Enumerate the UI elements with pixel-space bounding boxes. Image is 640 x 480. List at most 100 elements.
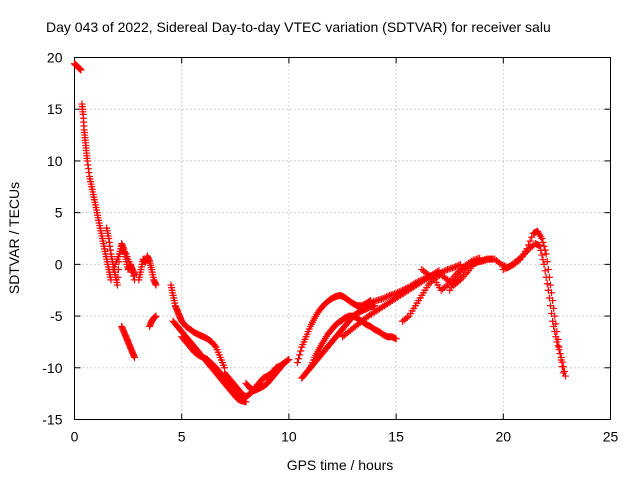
- data-point: [542, 273, 550, 281]
- data-point: [114, 273, 122, 281]
- data-point: [403, 313, 411, 321]
- data-point: [517, 253, 525, 261]
- series-arc-12: [242, 359, 289, 395]
- data-point: [392, 289, 400, 297]
- data-point: [528, 233, 536, 241]
- data-point: [429, 275, 437, 283]
- x-tick-label: 20: [496, 429, 512, 445]
- data-point: [211, 342, 219, 350]
- data-point: [546, 281, 554, 289]
- data-point: [543, 280, 551, 288]
- data-point: [394, 289, 402, 297]
- data-point: [382, 293, 390, 301]
- data-point: [539, 238, 547, 246]
- data-point: [541, 267, 549, 275]
- data-point: [536, 242, 544, 250]
- y-tick-label: 10: [47, 153, 63, 169]
- data-point: [379, 294, 387, 302]
- data-point: [546, 302, 554, 310]
- x-tick-label: 10: [281, 429, 297, 445]
- x-tick-label: 0: [71, 429, 79, 445]
- data-point: [400, 285, 408, 293]
- data-point: [419, 275, 427, 283]
- data-point: [442, 282, 450, 290]
- data-point: [293, 359, 301, 367]
- series-arc-8: [167, 281, 229, 372]
- series-arc-21: [499, 240, 569, 380]
- data-point: [126, 260, 134, 268]
- series-arc-20: [446, 227, 567, 377]
- data-point: [557, 353, 565, 361]
- data-point: [77, 66, 85, 74]
- data-point: [413, 278, 421, 286]
- data-point: [415, 277, 423, 285]
- data-point: [131, 353, 139, 361]
- y-tick-label: 15: [47, 101, 63, 117]
- data-point: [497, 260, 505, 268]
- data-point: [297, 347, 305, 355]
- y-tick-label: -10: [42, 360, 62, 376]
- data-point: [152, 312, 160, 320]
- data-point: [280, 360, 288, 368]
- data-point: [365, 299, 373, 307]
- grid-lines: [74, 57, 611, 420]
- x-tick-label: 15: [388, 429, 404, 445]
- data-point: [548, 309, 556, 317]
- data-point: [360, 302, 368, 310]
- data-point: [362, 301, 370, 309]
- y-tick-label: -5: [50, 308, 63, 324]
- y-tick-label: 20: [47, 50, 63, 66]
- data-point: [450, 263, 458, 271]
- data-point: [281, 359, 289, 367]
- data-point: [526, 237, 534, 245]
- data-point: [499, 266, 507, 274]
- data-point: [542, 250, 550, 258]
- data-point: [560, 367, 568, 375]
- data-point: [397, 287, 405, 295]
- data-point: [556, 350, 564, 358]
- data-point: [285, 356, 293, 364]
- data-point: [455, 261, 463, 269]
- data-point: [452, 263, 460, 271]
- data-point: [442, 266, 450, 274]
- series-arc-6: [135, 252, 160, 289]
- y-tick-label: 0: [55, 256, 63, 272]
- y-axis-label: SDTVAR / TECUs: [6, 182, 22, 294]
- data-point: [555, 346, 563, 354]
- data-point: [128, 268, 136, 276]
- data-point: [550, 322, 558, 330]
- data-point: [545, 294, 553, 302]
- data-point: [552, 333, 560, 341]
- x-tick-labels: 0 5 10 15 20 25: [71, 429, 619, 445]
- data-point: [127, 264, 135, 272]
- data-point: [559, 363, 567, 371]
- chart-title: Day 043 of 2022, Sidereal Day-to-day VTE…: [46, 19, 551, 35]
- data-point: [363, 300, 371, 308]
- series-arc-2: [78, 100, 115, 284]
- data-point: [392, 335, 400, 343]
- data-point: [295, 355, 303, 363]
- data-point: [544, 266, 552, 274]
- data-point: [440, 267, 448, 275]
- data-point: [554, 342, 562, 350]
- data-point: [381, 294, 389, 302]
- data-point: [539, 256, 547, 264]
- data-point: [538, 235, 546, 242]
- data-point: [421, 274, 429, 282]
- data-point: [152, 281, 160, 289]
- data-point: [549, 317, 557, 325]
- data-point: [113, 281, 121, 289]
- data-point: [551, 328, 559, 336]
- y-tick-label: 5: [55, 205, 63, 221]
- series-arc-1: [71, 60, 85, 74]
- data-point: [544, 286, 552, 294]
- data-point: [453, 262, 461, 270]
- data-point: [121, 249, 129, 257]
- data-point: [538, 251, 546, 259]
- data-point: [129, 272, 137, 280]
- data-point: [395, 288, 403, 296]
- x-axis-label: GPS time / hours: [287, 457, 394, 473]
- series-arc-4: [109, 245, 139, 284]
- data-point: [402, 285, 410, 293]
